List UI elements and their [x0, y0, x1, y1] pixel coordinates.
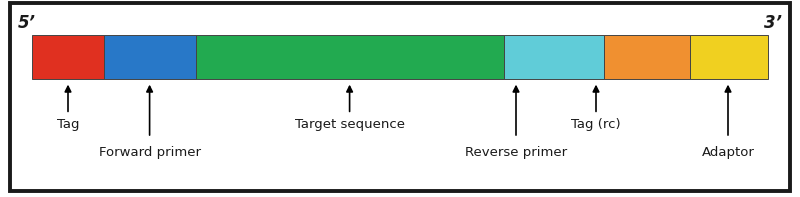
- Bar: [32, 35, 104, 79]
- Text: 3’: 3’: [765, 14, 782, 32]
- Text: Target sequence: Target sequence: [294, 118, 405, 131]
- Bar: [196, 35, 504, 79]
- Text: Forward primer: Forward primer: [98, 146, 201, 159]
- Bar: [604, 35, 690, 79]
- Text: Adaptor: Adaptor: [702, 146, 754, 159]
- Text: 5’: 5’: [18, 14, 35, 32]
- Bar: [104, 35, 196, 79]
- Bar: [690, 35, 768, 79]
- Text: Reverse primer: Reverse primer: [465, 146, 567, 159]
- Text: Tag: Tag: [57, 118, 79, 131]
- Text: Tag (rc): Tag (rc): [571, 118, 621, 131]
- Bar: [504, 35, 604, 79]
